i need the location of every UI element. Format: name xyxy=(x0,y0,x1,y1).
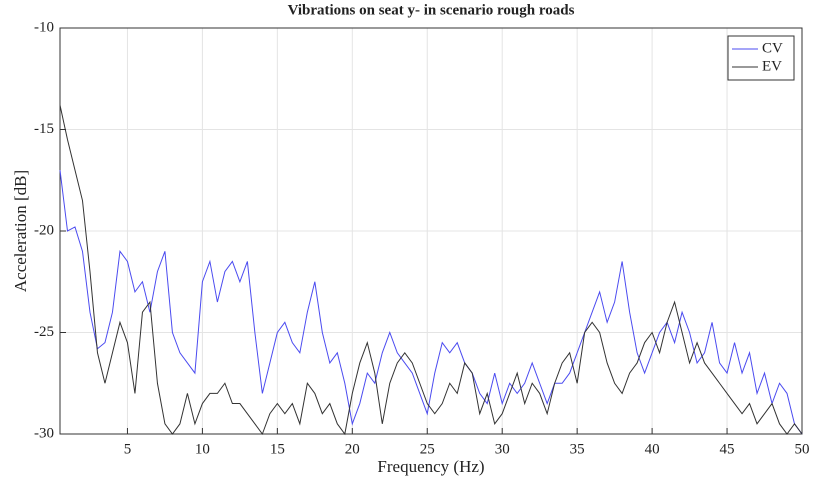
x-tick-label: 35 xyxy=(570,441,585,457)
x-tick-label: 50 xyxy=(795,441,810,457)
x-tick-label: 45 xyxy=(720,441,735,457)
legend-box xyxy=(727,35,795,81)
chart-title: Vibrations on seat y- in scenario rough … xyxy=(288,2,575,18)
legend-label: EV xyxy=(762,58,782,74)
x-tick-label: 25 xyxy=(420,441,435,457)
x-tick-label: 40 xyxy=(645,441,660,457)
x-tick-label: 10 xyxy=(195,441,210,457)
data-line xyxy=(59,170,803,435)
plot-frame xyxy=(59,27,803,435)
legend-label: CV xyxy=(762,40,783,56)
x-tick-label: 5 xyxy=(124,441,132,457)
x-tick-label: 30 xyxy=(495,441,510,457)
y-tick-label: -30 xyxy=(34,425,54,441)
y-tick-label: -15 xyxy=(34,121,54,137)
x-tick-label: 20 xyxy=(345,441,360,457)
y-axis-label: Acceleration [dB] xyxy=(11,170,30,292)
x-axis-label: Frequency (Hz) xyxy=(377,457,484,476)
y-tick-label: -20 xyxy=(34,222,54,238)
y-tick-label: -25 xyxy=(34,324,54,340)
x-tick-label: 15 xyxy=(270,441,285,457)
y-tick-label: -10 xyxy=(34,19,54,35)
data-line xyxy=(59,105,803,436)
